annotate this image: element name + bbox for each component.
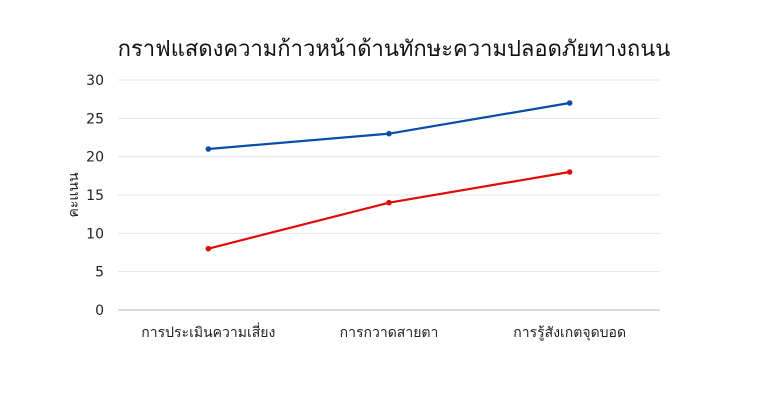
series-1 bbox=[205, 100, 573, 152]
data-point bbox=[386, 130, 392, 137]
data-point bbox=[566, 169, 573, 175]
y-tick-label: 30 bbox=[86, 73, 104, 89]
y-tick-label: 15 bbox=[86, 188, 104, 204]
y-axis-label: คะแนน bbox=[66, 172, 82, 217]
y-tick-label: 20 bbox=[86, 150, 104, 166]
x-tick-label: การประเมินความเสี่ยง bbox=[141, 323, 275, 341]
data-point bbox=[566, 100, 573, 106]
chart-title: กราฟแสดงความก้าวหน้าด้านทักษะความปลอดภัย… bbox=[118, 37, 671, 62]
data-point bbox=[386, 199, 392, 206]
y-tick-label: 5 bbox=[95, 265, 104, 281]
y-tick-label: 10 bbox=[86, 226, 104, 242]
y-tick-label: 25 bbox=[86, 111, 104, 127]
y-tick-label: 0 bbox=[95, 303, 104, 319]
data-point bbox=[205, 146, 212, 152]
x-tick-label: การกวาดสายตา bbox=[340, 325, 439, 341]
series-2 bbox=[205, 169, 573, 252]
series-line bbox=[207, 101, 571, 151]
series-line bbox=[207, 170, 571, 250]
series-lines bbox=[205, 100, 573, 252]
data-point bbox=[205, 245, 212, 252]
gridlines bbox=[118, 79, 660, 273]
x-tick-label: การรู้สังเกตจุดบอด bbox=[513, 325, 626, 341]
tick-labels: 0 5 10 15 20 25 30 การประเมินความเสี่ยง การกวาดส… bbox=[86, 73, 626, 341]
